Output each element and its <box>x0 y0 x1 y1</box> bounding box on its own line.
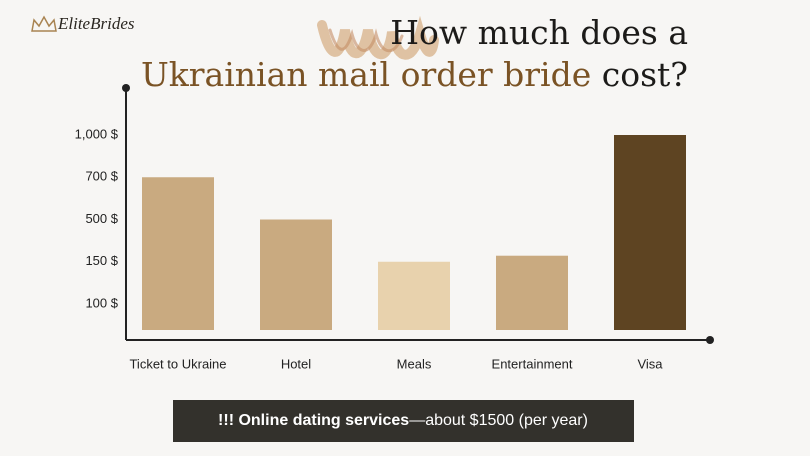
footnote: !!! Online dating services—about $1500 (… <box>218 412 588 429</box>
bar <box>142 177 214 330</box>
y-tick-label: 700 $ <box>85 169 118 184</box>
footnote-bold: !!! Online dating services <box>218 412 409 429</box>
logo-icon <box>31 15 57 32</box>
brush-stroke <box>317 15 439 60</box>
x-tick-label: Entertainment <box>492 356 573 371</box>
title-end: cost? <box>602 55 688 94</box>
title-highlight: Ukrainian mail order bride <box>141 55 591 94</box>
axis-dot <box>122 84 130 92</box>
footnote-banner <box>173 400 634 442</box>
x-tick-label: Hotel <box>281 356 311 371</box>
y-tick-label: 500 $ <box>85 211 118 226</box>
logo-text: EliteBrides <box>57 14 135 33</box>
y-tick-label: 150 $ <box>85 253 118 268</box>
bar <box>260 219 332 330</box>
y-tick-label: 1,000 $ <box>75 126 119 141</box>
x-tick-label: Meals <box>397 356 432 371</box>
footnote-rest: —about $1500 (per year) <box>409 412 588 429</box>
logo: EliteBrides <box>31 14 135 33</box>
x-tick-label: Ticket to Ukraine <box>129 356 226 371</box>
x-tick-label: Visa <box>637 356 663 371</box>
y-tick-label: 100 $ <box>85 295 118 310</box>
plot: 100 $ 150 $ 500 $ 700 $ 1,000 $ Ticket to Ukr… <box>75 126 686 371</box>
axis-dot <box>706 336 714 344</box>
bar <box>378 261 450 330</box>
title-line-1: How much does a <box>390 13 688 52</box>
bar <box>496 255 568 330</box>
bar <box>614 135 686 330</box>
title-line-2: Ukrainian mail order bride cost? <box>141 55 688 94</box>
